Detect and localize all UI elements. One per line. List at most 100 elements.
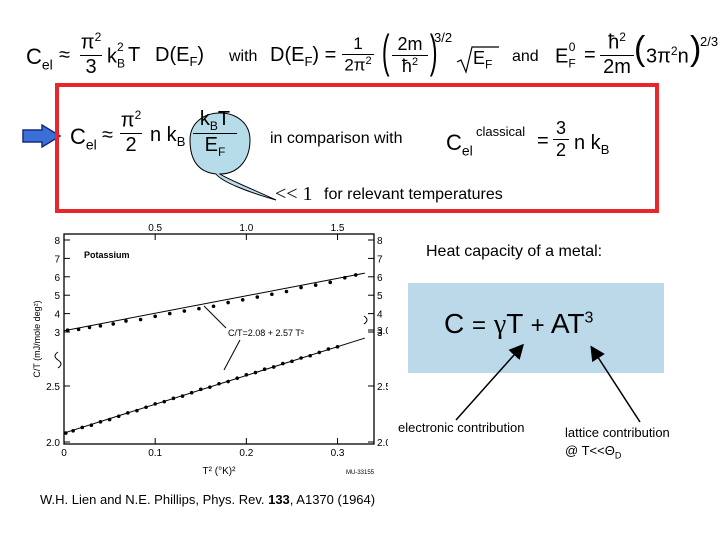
data-point-lower (235, 376, 240, 380)
data-point-lower (208, 385, 212, 389)
plot-footer-code: MU-33155 (346, 470, 375, 476)
fit-line-lower (63, 337, 366, 434)
with-label: with (229, 48, 258, 65)
relevant-temperatures-label: for relevant temperatures (324, 186, 503, 203)
lattice-arrow (590, 345, 641, 423)
left-tick-label: 5 (54, 291, 60, 302)
data-point-lower (162, 399, 167, 404)
plot-title: Potassium (84, 250, 130, 260)
fraction-hbar2-2m: ħ2 2m (600, 30, 634, 79)
data-point-lower (335, 345, 340, 349)
bubble-fraction: kBT EF (193, 108, 237, 159)
classical-nkb: n kB (574, 132, 610, 157)
data-point-upper (299, 285, 303, 290)
equals-sign: = (584, 44, 596, 66)
data-point-upper (65, 328, 70, 332)
big-left-paren: ( (634, 30, 646, 68)
fraction-numerator: π2 (120, 108, 142, 132)
plot-data: C/T=2.08 + 2.57 T² (63, 272, 366, 435)
paren-content: 3π2n (646, 44, 689, 68)
data-point-lower (271, 365, 276, 369)
heat-capacity-formula-box (408, 283, 664, 373)
sqrt-argument: EF (473, 48, 493, 72)
right-tick-label: 7 (377, 254, 383, 265)
fraction-denominator: 2 (125, 133, 137, 156)
right-tick-label: 5 (377, 291, 383, 302)
data-point-lower (144, 405, 148, 410)
fraction-numerator: 2m (397, 34, 423, 54)
data-point-upper (211, 304, 216, 309)
fit-annotation: C/T=2.08 + 2.57 T² (228, 328, 304, 338)
axis-break-right (363, 315, 368, 325)
fraction-denominator: 2 (555, 140, 566, 160)
boxed-nkb: n kB (150, 124, 186, 149)
boxed-approx-sign: ≈ (102, 124, 113, 146)
top-formula: Cel ≈ π2 3 kB2 T D(EF) with D(EF) = 1 2π… (0, 0, 720, 90)
top-tick-label: 0.5 (148, 223, 162, 234)
left-tick-label: 8 (54, 236, 60, 247)
data-point-lower (308, 353, 312, 358)
right-paren: ) (429, 25, 438, 77)
much-less-than: << 1 (275, 183, 313, 205)
data-point-upper (353, 273, 358, 277)
heat-capacity-plot: 0 0.1 0.2 0.3 0.5 1.0 1.5 2.0 2.5 3 4 5 6 7 8 2.0 2.5 3.0… (32, 223, 388, 477)
electronic-arrow (455, 343, 524, 421)
data-point-upper (313, 283, 318, 287)
right-tick-label: 2.5 (377, 382, 388, 393)
top-tick-label: 1.0 (239, 223, 253, 234)
data-point-lower (89, 423, 94, 427)
bottom-tick-label: 0.2 (239, 448, 253, 459)
right-tick-label: 3.0 (377, 326, 388, 337)
bottom-tick-label: 0.3 (331, 448, 345, 459)
big-right-paren: ) (690, 30, 702, 68)
left-tick-label: 2.0 (46, 438, 60, 449)
axis-break-left (54, 351, 62, 369)
right-tick-label: 8 (377, 236, 383, 247)
data-point-lower (299, 356, 303, 360)
data-point-upper (138, 317, 143, 322)
fraction-numerator: 1 (353, 34, 363, 53)
exponent-3-2: 3/2 (434, 30, 453, 45)
classical-fraction-3-2: 3 2 (553, 118, 569, 161)
fraction-denominator: 3 (85, 55, 97, 78)
data-point-lower (317, 350, 322, 355)
plot-xlabel: T² (°K)² (203, 466, 237, 477)
dos-symbol: D(EF) (155, 44, 205, 69)
fraction-numerator: π2 (80, 30, 102, 54)
data-point-upper (111, 322, 116, 326)
data-point-lower (71, 429, 75, 433)
data-point-upper (182, 309, 187, 313)
fraction-1-2pi2: 1 2π2 (342, 34, 374, 76)
data-point-lower (244, 373, 249, 377)
exponent-2-3: 2/3 (700, 34, 719, 49)
data-point-upper (98, 324, 103, 328)
data-point-lower (126, 411, 130, 415)
reference-citation: W.H. Lien and N.E. Phillips, Phys. Rev. … (40, 492, 376, 507)
and-label: and (512, 48, 539, 65)
t-symbol: T (128, 44, 141, 66)
left-tick-label: 7 (54, 254, 60, 265)
sqrt-sign (456, 46, 499, 74)
fraction-bar (193, 133, 237, 134)
left-tick-label: 3 (54, 328, 60, 339)
left-paren: ( (381, 25, 390, 77)
data-point-upper (270, 292, 274, 297)
fraction-pi2-3: π2 3 (80, 30, 102, 79)
left-tick-label: 2.5 (46, 382, 60, 393)
classical-equals: = (537, 130, 549, 152)
fraction-numerator: ħ2 (608, 30, 626, 54)
data-point-lower (198, 387, 203, 392)
ef0-symbol: EF0 (555, 40, 576, 71)
data-point-upper (284, 289, 289, 294)
data-point-upper (153, 314, 157, 319)
data-point-lower (253, 370, 258, 375)
data-point-lower (135, 408, 139, 413)
data-point-upper (76, 327, 81, 332)
right-tick-label: 3 (377, 328, 383, 339)
data-point-upper (124, 319, 128, 323)
right-tick-label: 2.0 (377, 438, 388, 449)
pointer-arrow-icon (22, 124, 62, 148)
data-point-upper (255, 295, 260, 299)
right-tick-label: 4 (377, 310, 383, 321)
cel-symbol: Cel (26, 44, 53, 73)
